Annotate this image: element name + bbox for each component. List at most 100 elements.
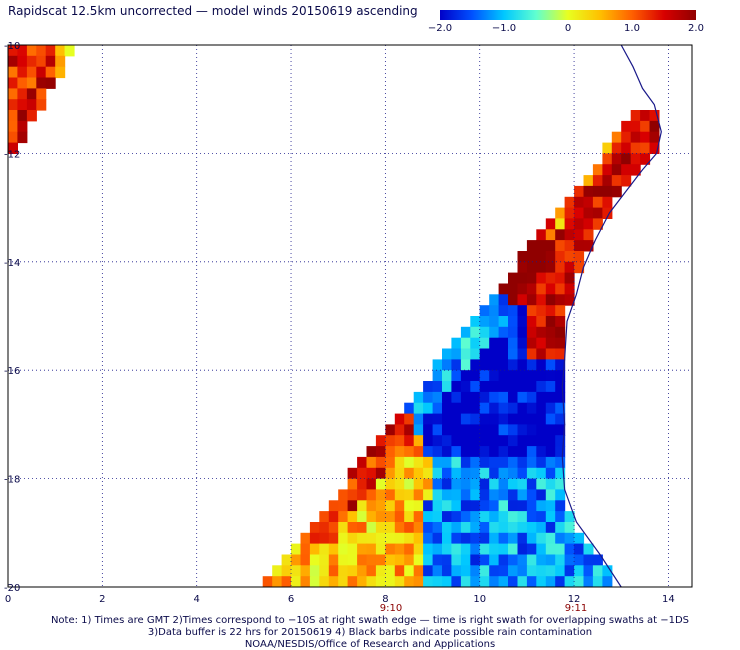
wind-cell <box>470 370 481 382</box>
wind-cell <box>545 478 556 490</box>
wind-cell <box>404 424 415 436</box>
wind-cell <box>545 402 556 415</box>
wind-cell <box>460 359 471 371</box>
wind-cell <box>508 554 518 566</box>
wind-cell <box>498 511 509 523</box>
wind-cell <box>385 478 396 490</box>
note-line-3: NOAA/NESDIS/Office of Research and Appli… <box>244 639 496 650</box>
wind-cell <box>517 435 528 447</box>
wind-cell <box>432 391 443 404</box>
wind-cell <box>479 435 490 447</box>
wind-cell <box>526 251 537 263</box>
wind-cell <box>592 565 603 577</box>
wind-cell <box>460 543 471 555</box>
wind-cell <box>375 446 386 458</box>
wind-cell <box>451 391 462 404</box>
wind-cell <box>432 532 443 545</box>
x-tick-label: 0 <box>5 594 11 605</box>
wind-cell <box>498 283 509 295</box>
wind-cell <box>272 565 283 577</box>
wind-cell <box>26 110 37 122</box>
wind-cell <box>404 413 415 425</box>
wind-cell <box>460 348 471 360</box>
wind-cell <box>564 207 575 219</box>
wind-cell <box>517 511 528 523</box>
wind-cell <box>17 120 28 133</box>
wind-cell <box>451 543 462 555</box>
wind-cell <box>498 370 509 382</box>
wind-cell <box>489 326 500 339</box>
wind-cell <box>423 424 434 436</box>
y-tick-label: -18 <box>4 475 20 486</box>
wind-cell <box>300 554 311 566</box>
wind-cell <box>621 120 632 133</box>
wind-cell <box>621 153 632 165</box>
wind-cell <box>442 402 452 415</box>
wind-cell <box>470 478 481 490</box>
wind-cell <box>630 110 641 122</box>
wind-cell <box>498 467 509 480</box>
wind-cell <box>489 402 500 415</box>
wind-cell <box>309 554 320 566</box>
wind-cell <box>555 500 566 512</box>
wind-cell <box>394 467 405 480</box>
wind-cell <box>36 88 47 100</box>
wind-cell <box>555 283 566 295</box>
wind-cell <box>451 478 462 490</box>
wind-cell <box>592 185 603 198</box>
wind-cell <box>375 543 386 555</box>
note-line-2: 3)Data buffer is 22 hrs for 20150619 4) … <box>147 627 593 638</box>
wind-cell <box>460 456 471 469</box>
wind-cell <box>479 456 490 469</box>
wind-cell <box>423 467 434 480</box>
wind-cell <box>460 413 471 425</box>
wind-cell <box>432 576 443 587</box>
wind-cell <box>498 522 509 534</box>
wind-cell <box>545 554 556 566</box>
wind-cell <box>526 532 537 545</box>
wind-cell <box>489 489 500 501</box>
wind-cell <box>526 348 537 360</box>
wind-cell <box>291 565 301 577</box>
wind-cell <box>583 185 594 198</box>
wind-cell <box>479 326 490 339</box>
colorbar-ticks: −2.0 −1.0 0 1.0 2.0 <box>428 23 704 34</box>
wind-cell <box>545 543 556 555</box>
wind-cell <box>545 435 556 447</box>
wind-cell <box>442 435 452 447</box>
wind-cell <box>545 316 556 328</box>
wind-cell <box>555 294 566 306</box>
wind-cell <box>36 66 47 79</box>
wind-cell <box>489 294 500 306</box>
wind-cell <box>385 456 396 469</box>
wind-cell <box>375 565 386 577</box>
wind-cell <box>309 576 320 587</box>
wind-cell <box>385 522 396 534</box>
wind-cell <box>508 500 518 512</box>
wind-cell <box>8 99 18 111</box>
wind-cells <box>8 45 660 587</box>
wind-cell <box>517 554 528 566</box>
wind-cell <box>517 489 528 501</box>
wind-cell <box>498 305 509 317</box>
wind-cell <box>442 543 452 555</box>
wind-cell <box>8 66 18 79</box>
wind-cell <box>526 391 537 404</box>
wind-cell <box>328 500 339 512</box>
wind-cell <box>55 55 66 68</box>
wind-cell <box>564 532 575 545</box>
wind-cell <box>489 305 500 317</box>
wind-cell <box>375 532 386 545</box>
wind-cell <box>385 565 396 577</box>
wind-cell <box>442 359 452 371</box>
wind-cell <box>479 359 490 371</box>
wind-cell <box>592 554 603 566</box>
wind-cell <box>338 532 349 545</box>
wind-cell <box>404 456 415 469</box>
wind-cell <box>536 326 547 339</box>
wind-cell <box>357 478 368 490</box>
wind-cell <box>45 45 56 57</box>
y-tick-label: -12 <box>4 149 20 160</box>
wind-cell <box>602 207 613 219</box>
wind-cell <box>526 489 537 501</box>
